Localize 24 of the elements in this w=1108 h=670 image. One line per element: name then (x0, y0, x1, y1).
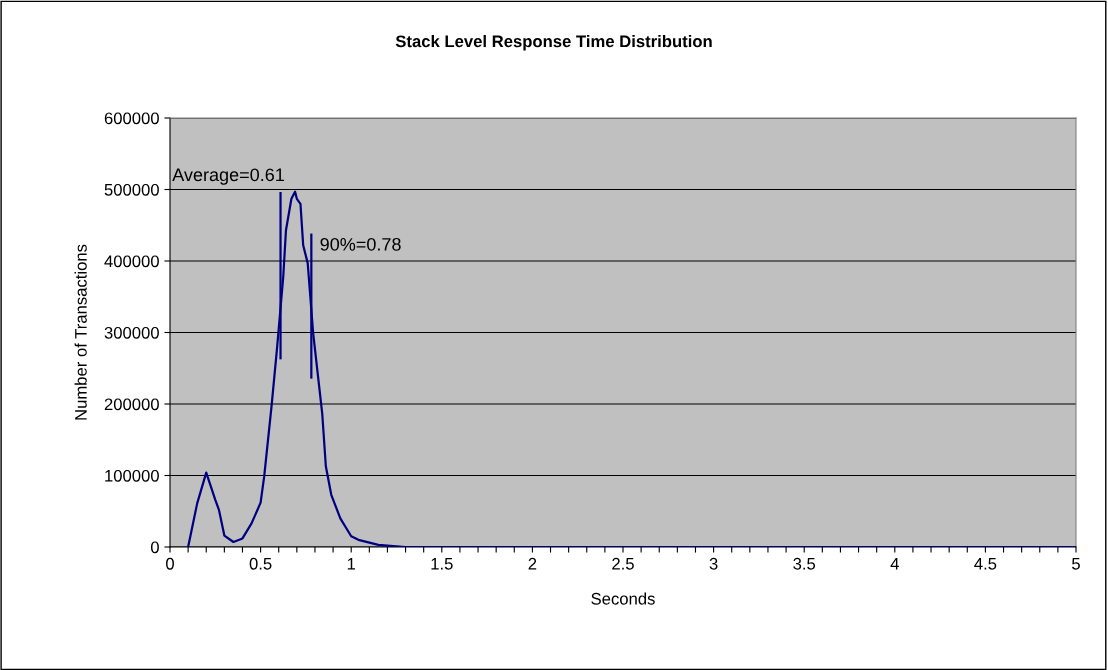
y-tick-label: 400000 (104, 255, 159, 268)
x-tick-label: 2.5 (612, 557, 634, 570)
y-tick-label: 100000 (105, 469, 159, 482)
y-tick-label: 500000 (104, 183, 159, 196)
y-tick-label: 0 (150, 541, 159, 554)
ref-line-label: 90%=0.78 (320, 237, 401, 251)
x-tick-label: 5 (1072, 558, 1080, 570)
y-tick-label: 600000 (104, 112, 159, 125)
x-tick-label: 3 (709, 557, 718, 570)
y-tick-label: 300000 (104, 326, 159, 339)
y-tick-label: 200000 (104, 398, 159, 411)
x-tick-label: 2 (528, 557, 537, 570)
x-tick-label: 1.5 (431, 558, 453, 570)
chart-title: Stack Level Response Time Distribution (395, 35, 712, 51)
x-axis-title: Seconds (591, 592, 655, 605)
x-tick-label: 1 (347, 558, 356, 570)
x-tick-label: 4 (890, 558, 899, 570)
y-axis-title: Number of Transactions (74, 244, 87, 420)
ref-line-label: Average=0.61 (172, 168, 284, 185)
x-tick-label: 0 (166, 557, 174, 570)
line-series (187, 190, 1076, 547)
x-tick-label: 4.5 (974, 558, 997, 570)
x-tick-label: 3.5 (793, 557, 816, 570)
x-tick-label: 0.5 (249, 557, 272, 570)
